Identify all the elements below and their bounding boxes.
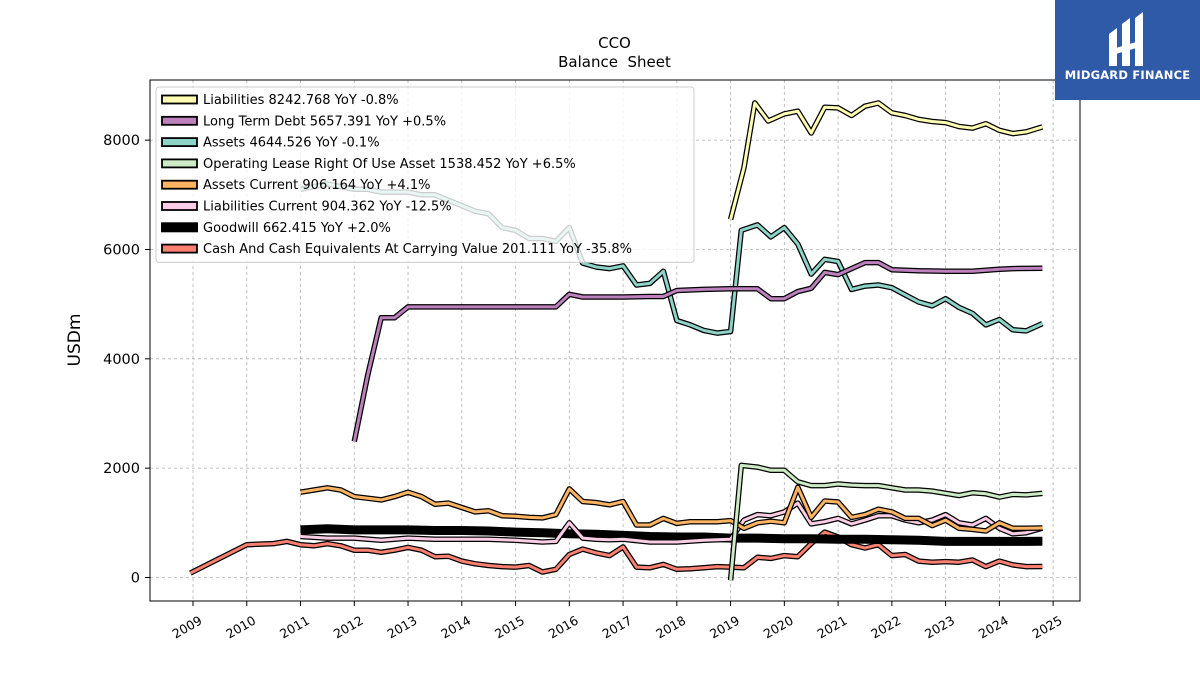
legend-item: Liabilities Current 904.362 YoY -12.5% [161,200,452,215]
legend-label: Long Term Debt 5657.391 YoY +0.5% [203,114,446,129]
brand-logo: MIDGARD FINANCE [1055,0,1200,100]
x-tick-label: 2020 [761,613,796,642]
x-tick-label: 2022 [868,613,903,642]
legend-label: Liabilities 8242.768 YoY -0.8% [203,93,399,108]
legend-swatch [161,137,198,148]
series-line [729,101,1043,220]
series-4 [300,484,1043,534]
legend-item: Assets 4644.526 YoY -0.1% [161,136,380,151]
legend-item: Cash And Cash Equivalents At Carrying Va… [161,242,632,257]
x-tick-label: 2021 [815,613,850,642]
y-axis-label: USDm [65,314,85,367]
x-tick-label: 2019 [707,613,742,642]
legend-label: Operating Lease Right Of Use Asset 1538.… [203,157,576,172]
series-3 [727,462,1043,581]
logo-text: MIDGARD FINANCE [1064,68,1191,82]
legend-item: Operating Lease Right Of Use Asset 1538.… [161,157,576,172]
x-tick-label: 2025 [1030,613,1065,642]
x-tick-label: 2024 [976,613,1011,642]
y-tick-label: 6000 [103,242,140,258]
legend: Liabilities 8242.768 YoY -0.8% Long Term … [155,86,695,263]
series-line [300,485,1043,533]
series-line [300,501,1043,544]
legend-swatch [161,94,198,105]
x-tick-label: 2015 [492,613,527,642]
x-tick-label: 2016 [546,613,581,642]
series-line-outline [300,524,1043,546]
y-tick-label: 4000 [103,352,140,368]
series-0 [727,100,1044,221]
legend-swatch [161,115,198,126]
series-5 [300,500,1044,545]
legend-label: Liabilities Current 904.362 YoY -12.5% [203,200,452,215]
legend-swatch [161,179,198,190]
series-1 [351,259,1043,442]
logo-mark-icon [1109,12,1143,66]
y-tick-label: 0 [131,570,140,586]
chart-title: CCO [598,34,631,52]
series-7 [189,529,1043,576]
legend-item: Assets Current 906.164 YoY +4.1% [161,178,430,193]
chart-subtitle: Balance Sheet [558,53,671,71]
x-tick-label: 2013 [384,613,419,642]
x-tick-label: 2017 [600,613,635,642]
series-line-outline [727,100,1044,221]
x-tick-label: 2009 [169,613,204,642]
x-tick-label: 2010 [223,613,258,642]
x-tick-label: 2012 [331,613,366,642]
legend-swatch [161,158,198,169]
legend-swatch [161,243,198,254]
legend-item: Liabilities 8242.768 YoY -0.8% [161,93,399,108]
y-tick-label: 2000 [103,461,140,477]
x-tick-label: 2023 [922,613,957,642]
x-tick-label: 2018 [653,613,688,642]
y-tick-label: 8000 [103,133,140,149]
legend-label: Assets 4644.526 YoY -0.1% [203,136,380,151]
legend-box [155,86,695,263]
legend-swatch [161,201,198,211]
series-6 [300,524,1043,546]
series-line [189,530,1043,575]
legend-label: Assets Current 906.164 YoY +4.1% [203,178,430,193]
legend-item: Long Term Debt 5657.391 YoY +0.5% [161,114,446,129]
legend-label: Goodwill 662.415 YoY +2.0% [203,221,391,236]
legend-swatch [161,222,198,233]
series-line [352,261,1043,442]
series-line [729,463,1043,581]
legend-item: Goodwill 662.415 YoY +2.0% [161,221,391,236]
x-tick-label: 2014 [438,613,473,642]
plot-frame [149,79,1081,602]
legend-label: Cash And Cash Equivalents At Carrying Va… [203,242,632,257]
x-tick-label: 2011 [277,613,312,642]
